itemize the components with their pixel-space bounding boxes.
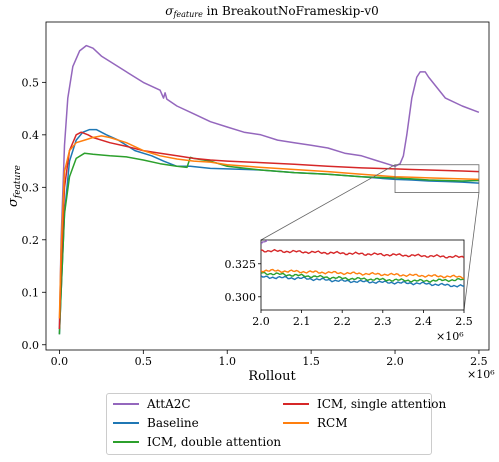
legend-swatch — [113, 441, 139, 443]
connector-line — [260, 164, 396, 241]
x-axis-label: Rollout — [248, 369, 296, 384]
legend-item: Baseline — [113, 416, 199, 430]
series-line-0 — [58, 44, 480, 330]
chart-title: σfeature in BreakoutNoFrameskip-v0 — [165, 4, 379, 19]
inset-series-line-0 — [261, 240, 269, 245]
series-line-4 — [58, 135, 479, 319]
x-tick-label: 0.5 — [135, 355, 153, 368]
y-tick-label: 0.2 — [22, 234, 40, 247]
inset-zoom: 2.0 2.1 2.2 2.3 2.4 2.5 0.300 0.325 ×10⁶ — [225, 239, 473, 343]
legend-label: Baseline — [147, 416, 199, 430]
inset-x-tick-label: 2.0 — [252, 315, 270, 328]
x-tick-label: 1.5 — [302, 355, 320, 368]
legend-swatch — [113, 422, 139, 424]
inset-series-line-2 — [261, 271, 464, 284]
legend-swatch — [283, 403, 309, 405]
legend-label: ICM, double attention — [147, 435, 282, 449]
x-axis-multiplier: ×10⁶ — [467, 368, 495, 381]
legend-item: AttA2C — [113, 397, 191, 411]
y-axis-label: σfeature — [6, 165, 23, 207]
y-tick-label: 0.3 — [22, 181, 40, 194]
zoom-region-rect — [394, 164, 480, 193]
plot-frame — [45, 21, 490, 351]
legend-item: RCM — [283, 416, 348, 430]
legend-item: ICM, double attention — [113, 435, 281, 449]
x-tick-label: 2.0 — [386, 355, 404, 368]
inset-x-tick-label: 2.4 — [415, 315, 433, 328]
inset-series — [261, 240, 464, 288]
legend-label: AttA2C — [147, 397, 191, 411]
y-tick-label: 0.4 — [22, 129, 40, 142]
legend-label: RCM — [317, 416, 348, 430]
inset-x-multiplier: ×10⁶ — [436, 330, 464, 343]
inset-connector-lines — [260, 164, 480, 311]
inset-x-tick-label: 2.2 — [333, 315, 351, 328]
series-line-3 — [58, 131, 479, 330]
inset-series-line-3 — [261, 248, 464, 259]
y-tick-label: 0.0 — [22, 339, 40, 352]
inset-x-tick-label: 2.3 — [374, 315, 392, 328]
y-tick-label: 0.1 — [22, 286, 40, 299]
series-lines — [58, 44, 480, 335]
x-tick-label: 2.5 — [470, 355, 488, 368]
legend-item: ICM, single attention — [283, 397, 446, 411]
legend-label: ICM, single attention — [317, 397, 447, 411]
inset-series-line-1 — [261, 275, 464, 288]
legend-swatch — [283, 422, 309, 424]
x-tick-label: 1.0 — [218, 355, 236, 368]
y-tick-label: 0.5 — [22, 76, 40, 89]
main-axes: 0.0 0.5 1.0 1.5 2.0 2.5 0.0 0.1 0.2 0.3 0.4 0.5 — [22, 21, 490, 368]
legend-swatch — [113, 403, 139, 405]
inset-y-tick-label: 0.325 — [225, 258, 257, 271]
x-tick-label: 0.0 — [51, 355, 69, 368]
inset-x-tick-label: 2.1 — [293, 315, 311, 328]
inset-series-line-4 — [261, 268, 464, 279]
inset-x-tick-label: 2.5 — [455, 315, 473, 328]
legend: AttA2C ICM, single attention Baseline RCM IC… — [106, 393, 446, 455]
connector-line — [463, 192, 480, 311]
inset-y-tick-label: 0.300 — [225, 291, 257, 304]
